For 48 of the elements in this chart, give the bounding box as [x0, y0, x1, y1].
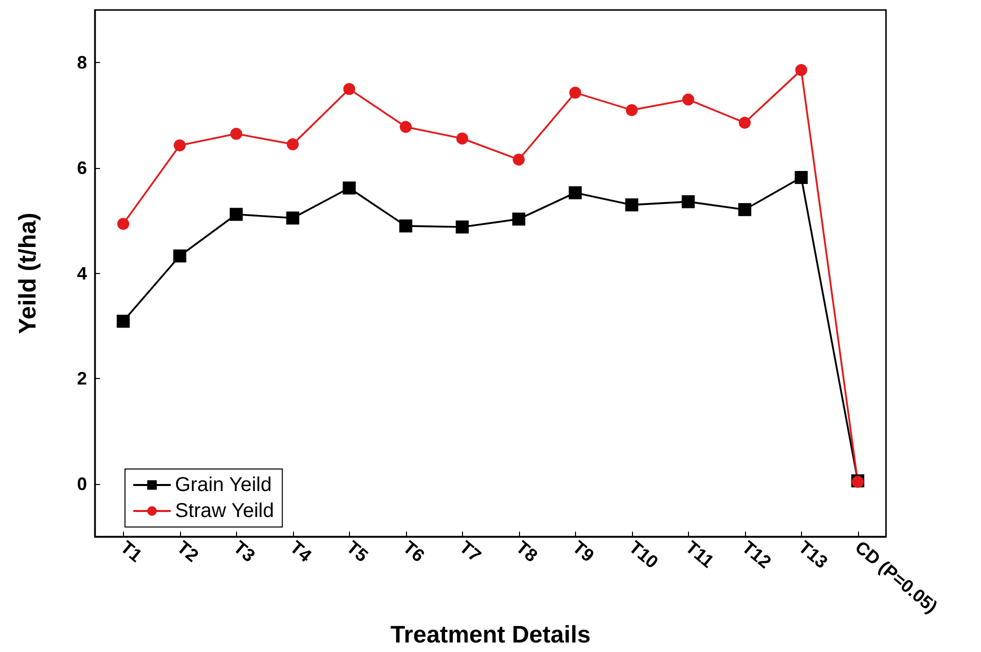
point — [738, 203, 752, 216]
point — [682, 94, 694, 106]
point — [174, 139, 186, 152]
y-tick-label: 4 — [76, 263, 87, 284]
x-tick-label: T10 — [625, 536, 662, 572]
y-axis-title: Yeild (t/ha) — [14, 212, 42, 334]
point — [512, 154, 525, 166]
point — [117, 218, 130, 230]
x-tick-label: T8 — [512, 536, 542, 566]
point — [343, 83, 356, 95]
point — [456, 220, 469, 234]
point — [286, 212, 300, 225]
point — [569, 86, 582, 99]
x-tick-label: T11 — [682, 536, 718, 572]
x-tick-label: T4 — [286, 536, 316, 566]
x-tick-label: T7 — [456, 536, 485, 566]
point — [625, 198, 638, 212]
point — [230, 128, 242, 140]
point — [286, 138, 299, 150]
x-tick-label: T2 — [173, 536, 202, 566]
y-tick-label: 2 — [76, 368, 87, 389]
point — [342, 182, 356, 195]
y-tick-label: 8 — [76, 52, 87, 73]
y-tick-label: 6 — [76, 158, 87, 178]
point — [795, 64, 808, 76]
point — [512, 212, 526, 226]
point — [116, 314, 130, 328]
point — [230, 208, 243, 221]
point — [400, 120, 412, 133]
y-tick-label: 0 — [76, 474, 87, 494]
x-tick-label: T12 — [738, 536, 775, 572]
point — [682, 195, 695, 208]
x-tick-label: T6 — [399, 536, 428, 566]
legend-label: Straw Yeild — [175, 500, 274, 522]
point — [738, 116, 751, 129]
x-tick-label: T9 — [568, 536, 598, 566]
point — [626, 104, 638, 116]
point — [173, 249, 186, 262]
point — [568, 186, 582, 200]
x-tick-label: T1 — [116, 536, 146, 566]
x-axis-title: Treatment Details — [390, 622, 591, 648]
x-tick-label: T3 — [230, 536, 259, 566]
legend-label: Grain Yeild — [175, 474, 272, 496]
x-tick-label: T5 — [342, 536, 372, 566]
point — [794, 170, 808, 184]
x-tick-label: T13 — [794, 536, 832, 572]
point — [399, 219, 412, 232]
point — [456, 132, 468, 144]
